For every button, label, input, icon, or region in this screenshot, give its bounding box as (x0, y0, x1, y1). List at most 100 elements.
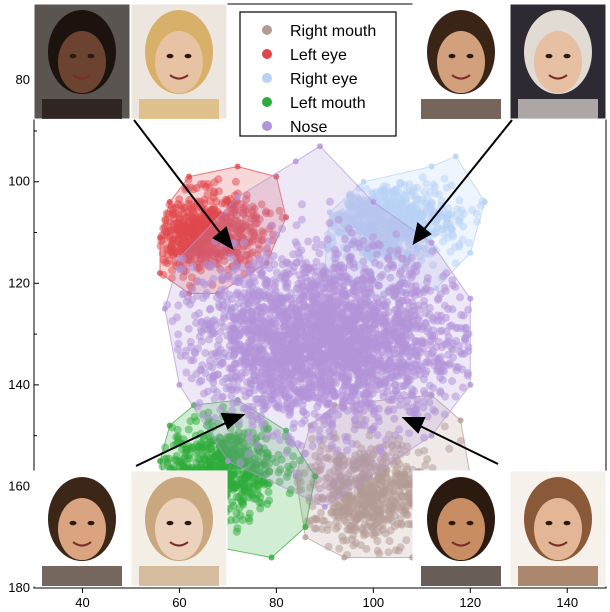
data-point (401, 478, 410, 487)
data-point (328, 421, 337, 430)
data-point (358, 470, 367, 479)
data-point (451, 392, 460, 401)
data-point (418, 195, 427, 204)
data-point (204, 319, 213, 328)
data-point (168, 266, 177, 275)
data-point (385, 537, 394, 545)
data-point (374, 413, 383, 422)
data-point (248, 207, 257, 216)
data-point (343, 446, 352, 455)
data-point (160, 222, 169, 231)
data-point (455, 218, 464, 227)
data-point (434, 364, 442, 373)
data-point (264, 487, 273, 496)
data-point (392, 230, 401, 239)
data-point (407, 273, 416, 282)
data-point (374, 239, 383, 248)
data-point (398, 492, 407, 500)
data-point (248, 248, 257, 257)
data-point (188, 285, 197, 294)
data-point (338, 452, 347, 461)
data-point (423, 455, 432, 464)
data-point (332, 518, 341, 527)
data-point (309, 420, 318, 429)
data-point (333, 511, 342, 520)
data-point (423, 278, 431, 286)
data-point (244, 273, 253, 282)
data-point (354, 462, 363, 471)
data-point (394, 503, 403, 512)
data-point (409, 206, 418, 215)
data-point (310, 514, 319, 523)
data-point (188, 263, 197, 272)
data-point (341, 235, 349, 244)
data-point (368, 233, 377, 242)
data-point (385, 509, 394, 517)
data-point (431, 407, 440, 416)
data-point (159, 255, 168, 264)
data-point (196, 366, 205, 375)
data-point (395, 401, 404, 410)
data-point (328, 406, 337, 415)
data-point (300, 354, 309, 363)
data-point (456, 437, 465, 445)
data-point (258, 421, 267, 429)
data-point (203, 190, 212, 199)
hull-vertex (234, 193, 241, 200)
data-point (334, 215, 343, 224)
data-point (295, 485, 304, 494)
data-point (344, 482, 353, 491)
data-point (442, 183, 451, 192)
data-point (335, 262, 344, 271)
data-point (278, 213, 287, 222)
data-point (428, 247, 437, 256)
data-point (425, 310, 434, 319)
data-point (297, 279, 306, 288)
data-point (382, 494, 391, 503)
data-point (337, 391, 346, 400)
data-point (200, 199, 209, 208)
hull-vertex (467, 381, 474, 388)
data-point (418, 173, 427, 182)
data-point (208, 205, 217, 214)
data-point (191, 448, 200, 457)
data-point (398, 296, 407, 305)
data-point (178, 445, 186, 454)
data-point (421, 461, 430, 470)
data-point (164, 209, 173, 218)
data-point (239, 404, 248, 413)
data-point (375, 549, 384, 558)
data-point (205, 356, 214, 365)
data-point (243, 486, 252, 495)
data-point (312, 235, 321, 244)
data-point (178, 254, 187, 263)
data-point (231, 483, 240, 492)
data-point (423, 412, 432, 421)
data-point (451, 363, 460, 371)
data-point (262, 253, 270, 262)
data-point (445, 444, 454, 453)
data-point (299, 407, 308, 416)
data-point (163, 243, 172, 252)
data-point (396, 543, 405, 552)
data-point (395, 269, 404, 278)
hull-vertex (317, 143, 323, 150)
data-point (173, 425, 182, 434)
data-point (332, 457, 341, 466)
data-point (453, 205, 462, 214)
data-point (160, 455, 169, 464)
data-point (257, 200, 266, 209)
hull-vertex (302, 534, 309, 541)
data-point (183, 454, 192, 463)
data-point (327, 387, 336, 396)
data-point (293, 478, 302, 487)
data-point (304, 237, 313, 246)
data-point (226, 476, 235, 485)
data-point (382, 199, 391, 208)
data-point (373, 250, 382, 259)
data-point (456, 348, 465, 356)
data-point (463, 371, 472, 380)
data-point (295, 254, 304, 262)
data-point (278, 224, 287, 233)
